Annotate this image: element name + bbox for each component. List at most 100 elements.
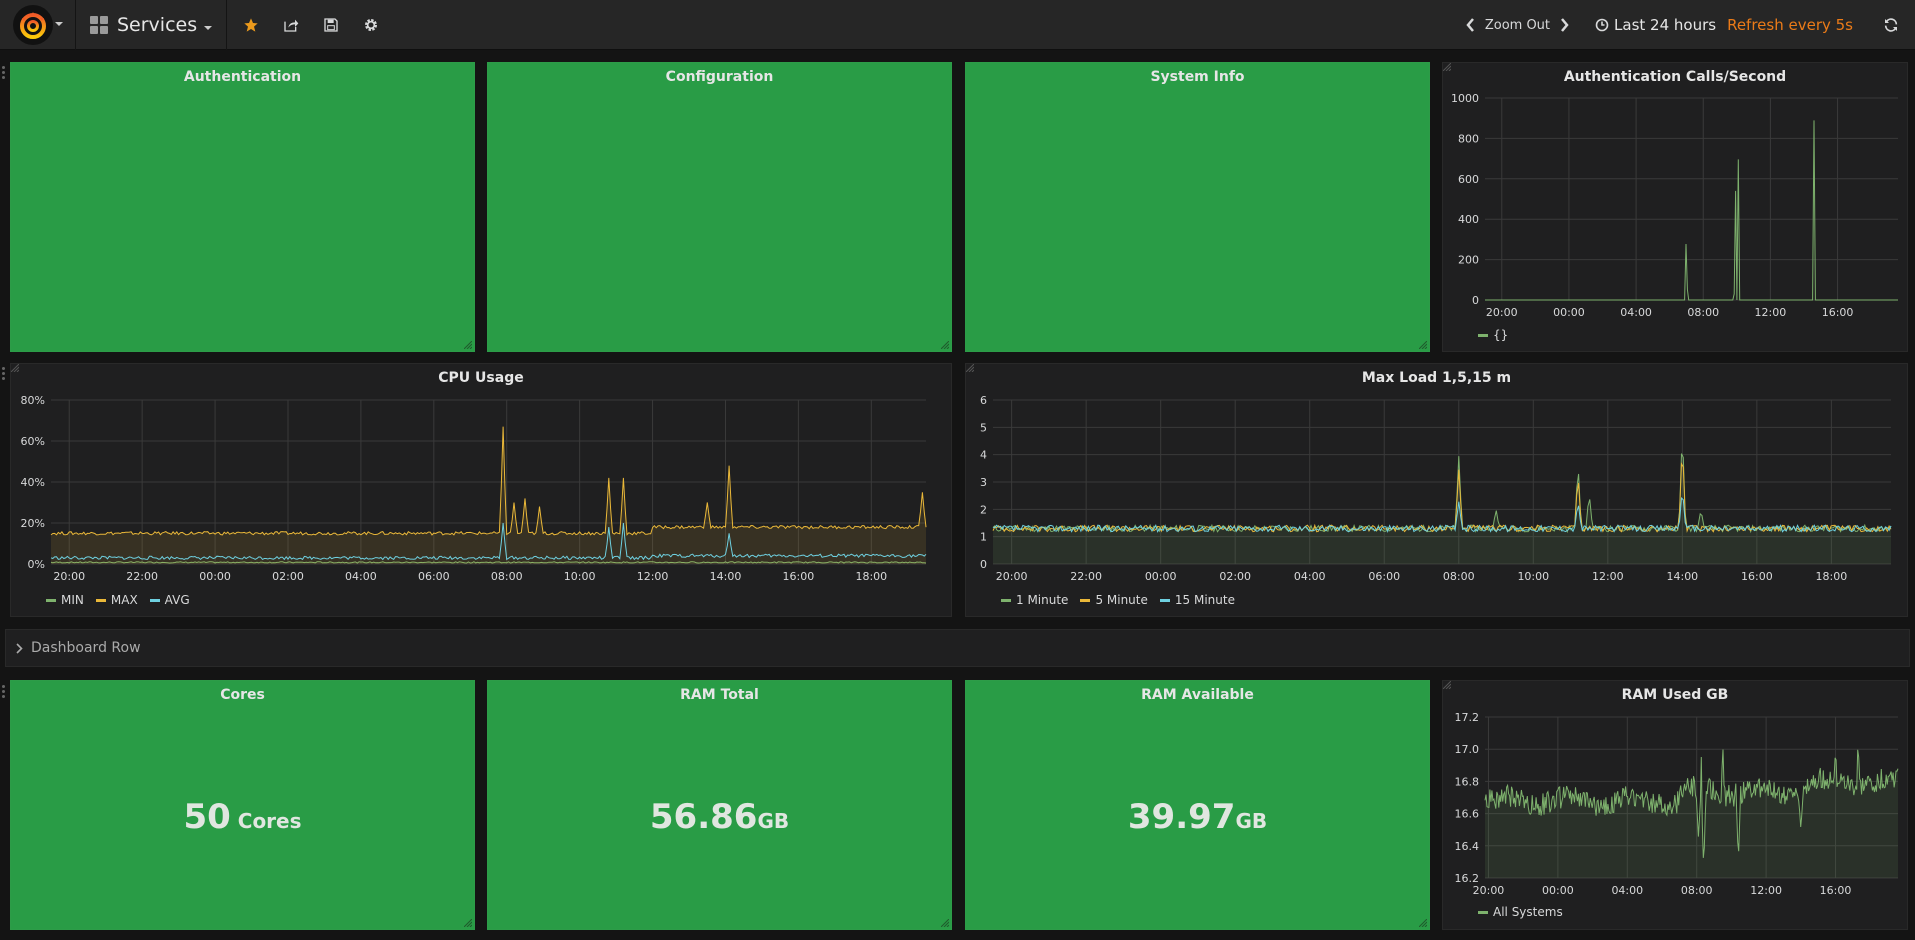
panel-title[interactable]: RAM Total	[680, 687, 759, 703]
row-drag-handle[interactable]	[2, 66, 7, 80]
panel-cores[interactable]: Cores 50 Cores	[10, 680, 475, 930]
star-button[interactable]	[231, 0, 271, 50]
legend-label: 5 Minute	[1095, 593, 1148, 607]
panel-authentication[interactable]: Authentication	[10, 62, 475, 352]
refresh-button[interactable]	[1867, 0, 1915, 50]
x-tick-label: 04:00	[345, 570, 377, 583]
legend-item[interactable]: All Systems	[1478, 905, 1563, 919]
y-tick-label: 800	[1458, 132, 1479, 145]
y-tick-label: 600	[1458, 173, 1479, 186]
series-area	[993, 453, 1891, 564]
y-tick-label: 0%	[28, 558, 45, 571]
panel-ram-available[interactable]: RAM Available 39.97GB	[965, 680, 1430, 930]
resize-handle-icon[interactable]	[11, 364, 19, 372]
resize-handle-icon[interactable]	[941, 341, 949, 349]
x-tick-label: 12:00	[1592, 570, 1624, 583]
stat-number: 50	[183, 797, 231, 837]
dashboard-row-toggle[interactable]: Dashboard Row	[5, 629, 1910, 667]
legend-item[interactable]: 1 Minute	[1001, 593, 1068, 607]
panel-title[interactable]: Authentication Calls/Second	[1563, 69, 1787, 85]
zoom-controls: Zoom Out	[1456, 18, 1579, 33]
y-tick-label: 1000	[1451, 92, 1479, 105]
panel-ram-used-chart[interactable]: RAM Used GB 16.2 16.4 16.6 16.8 17.0 17.2 20:0…	[1442, 680, 1908, 930]
legend-swatch	[1478, 333, 1488, 337]
y-tick-label: 60%	[21, 435, 45, 448]
panel-title[interactable]: Configuration	[665, 69, 774, 85]
resize-handle-icon[interactable]	[1419, 919, 1427, 927]
settings-button[interactable]	[351, 0, 391, 50]
series-line-	[1485, 120, 1898, 301]
x-tick-label: 12:00	[1750, 884, 1782, 897]
chevron-right-icon	[16, 639, 23, 658]
legend-label: {}	[1493, 328, 1509, 342]
resize-handle-icon[interactable]	[1443, 63, 1451, 71]
y-tick-label: 40%	[21, 476, 45, 489]
panel-configuration[interactable]: Configuration	[487, 62, 952, 352]
row-drag-handle[interactable]	[2, 367, 7, 381]
legend-label: 15 Minute	[1174, 593, 1235, 607]
y-tick-label: 17.2	[1455, 711, 1480, 724]
x-tick-label: 20:00	[1473, 884, 1505, 897]
grafana-menu[interactable]	[0, 0, 76, 50]
time-forward-button[interactable]	[1550, 18, 1579, 32]
chevron-down-icon	[204, 25, 213, 30]
chevron-left-icon	[1466, 18, 1474, 32]
legend-item[interactable]: AVG	[149, 593, 190, 607]
resize-handle-icon[interactable]	[941, 919, 949, 927]
y-tick-label: 200	[1458, 254, 1479, 267]
resize-handle-icon[interactable]	[464, 341, 472, 349]
legend-item[interactable]: MIN	[46, 593, 84, 607]
top-navbar: Services Zoom Out	[0, 0, 1915, 50]
resize-handle-icon[interactable]	[966, 364, 974, 372]
legend-swatch	[149, 598, 160, 602]
share-button[interactable]	[271, 0, 311, 50]
panel-title[interactable]: RAM Available	[1141, 687, 1254, 703]
stat-number: 39.97	[1127, 797, 1236, 837]
panel-title[interactable]: Cores	[220, 687, 265, 703]
clock-icon	[1595, 18, 1609, 32]
y-tick-label: 17.0	[1455, 743, 1480, 756]
legend-item[interactable]: 15 Minute	[1159, 593, 1235, 607]
series-line-min	[50, 561, 927, 564]
save-button[interactable]	[311, 0, 351, 50]
x-tick-label: 22:00	[1070, 570, 1102, 583]
resize-handle-icon[interactable]	[1443, 681, 1451, 689]
legend-item[interactable]: 5 Minute	[1080, 593, 1148, 607]
auth-calls-chart[interactable]: 0 200 400 600 800 1000 20:00 00:00 04:00 08:00 12:…	[1443, 63, 1909, 353]
legend-item[interactable]: {}	[1478, 328, 1508, 342]
x-tick-label: 22:00	[126, 570, 158, 583]
grafana-logo-icon[interactable]	[12, 4, 53, 45]
panel-auth-calls-chart[interactable]: Authentication Calls/Second 0 200 400 600 80…	[1442, 62, 1908, 352]
x-tick-label: 00:00	[199, 570, 231, 583]
zoom-out-button[interactable]: Zoom Out	[1484, 17, 1551, 33]
panel-max-load[interactable]: Max Load 1,5,15 m 0 1 2 3 4 5 6 20:00 22:00 00:00…	[965, 363, 1908, 617]
panel-title[interactable]: CPU Usage	[438, 370, 524, 386]
y-tick-label: 5	[980, 421, 987, 434]
max-load-chart[interactable]: 0 1 2 3 4 5 6 20:00 22:00 00:00 02:00 04:00 06:00 08:…	[966, 364, 1909, 618]
x-tick-label: 04:00	[1620, 306, 1652, 319]
panel-title[interactable]: Max Load 1,5,15 m	[1361, 370, 1512, 386]
cpu-usage-chart[interactable]: 0% 20% 40% 60% 80% 20:00 22:00 00:00 02:00 04:00 0…	[11, 364, 953, 618]
time-back-button[interactable]	[1456, 18, 1485, 32]
panel-system-info[interactable]: System Info	[965, 62, 1430, 352]
panel-title[interactable]: System Info	[1150, 69, 1245, 85]
panel-cpu-usage[interactable]: CPU Usage 0% 20% 40% 60% 80% 20:00 22:00 00:00 0…	[10, 363, 952, 617]
legend-item[interactable]: MAX	[95, 593, 138, 607]
x-tick-label: 20:00	[996, 570, 1028, 583]
panel-title[interactable]: Authentication	[183, 69, 302, 85]
x-tick-label: 08:00	[491, 570, 523, 583]
panel-title[interactable]: RAM Used GB	[1621, 687, 1729, 703]
refresh-interval-label[interactable]: Refresh every 5s	[1727, 16, 1853, 34]
stat-unit: Cores	[230, 809, 302, 833]
ram-used-chart[interactable]: 16.2 16.4 16.6 16.8 17.0 17.2 20:00 00:00 04:00 0…	[1443, 681, 1909, 931]
row-drag-handle[interactable]	[2, 685, 7, 699]
x-tick-label: 00:00	[1145, 570, 1177, 583]
resize-handle-icon[interactable]	[464, 919, 472, 927]
chart-legend: {}	[1478, 328, 1520, 342]
stat-value: 50 Cores	[11, 797, 474, 837]
resize-handle-icon[interactable]	[1419, 341, 1427, 349]
dashboard-picker[interactable]: Services	[76, 0, 228, 50]
panel-ram-total[interactable]: RAM Total 56.86GB	[487, 680, 952, 930]
time-range-picker[interactable]: Last 24 hours	[1595, 16, 1716, 34]
x-tick-label: 20:00	[1486, 306, 1518, 319]
